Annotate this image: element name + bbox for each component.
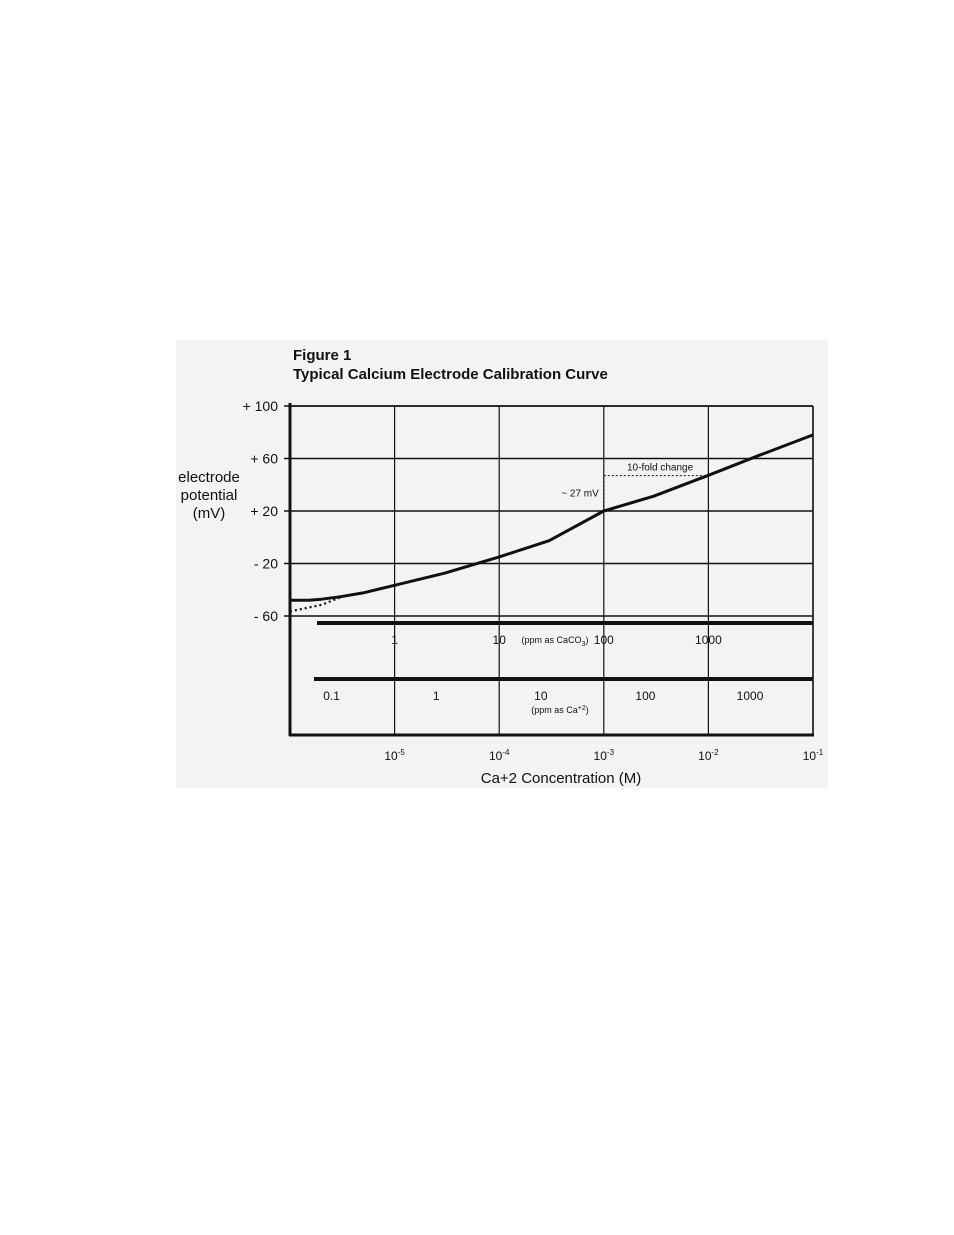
chart-title: Typical Calcium Electrode Calibration Cu… [293, 366, 608, 383]
ppm-tick-label: 1 [433, 689, 440, 703]
y-tick-label: - 20 [254, 556, 278, 572]
y-tick-label: + 60 [250, 451, 278, 467]
ppm-tick-label: 0.1 [323, 689, 340, 703]
ppm-tick-label: 10 [534, 689, 548, 703]
ppm-tick-label: 1000 [737, 689, 764, 703]
x-tick-label: 10-2 [698, 748, 719, 763]
axes [288, 403, 814, 737]
figure-label: Figure 1 [293, 347, 351, 364]
y-tick-label: + 20 [250, 503, 278, 519]
ppm-tick-label: 1 [391, 633, 398, 647]
x-axis-label: Ca+2 Concentration (M) [481, 770, 642, 787]
ppm-caption: (ppm as Ca+2) [531, 705, 589, 715]
ppm-tick-label: 1000 [695, 633, 722, 647]
y-tick-label: - 60 [254, 608, 278, 624]
ppm-scales: 1 10 100 1000 (ppm as CaCO3) 0.1 1 10 100 1000 (pp… [314, 621, 813, 715]
y-axis-label: electrode [178, 469, 240, 486]
slope-label: ~ 27 mV [561, 488, 599, 499]
extrapolated-series-line [289, 596, 341, 613]
annotations: ~ 27 mV 10-fold change [561, 463, 709, 511]
series [289, 433, 814, 613]
ppm-tick-label: 10 [493, 633, 507, 647]
y-axis-label: (mV) [193, 505, 226, 522]
ppm-caption: (ppm as CaCO3) [522, 635, 589, 648]
grid [284, 405, 814, 735]
x-tick-label: 10-5 [384, 748, 405, 763]
y-tick-label: + 100 [243, 398, 279, 414]
x-tick-label: 10-3 [594, 748, 615, 763]
y-axis-label: potential [181, 487, 238, 504]
ppm-tick-label: 100 [635, 689, 655, 703]
x-tick-label: 10-4 [489, 748, 510, 763]
ppm-tick-label: 100 [594, 633, 614, 647]
x-tick-label: 10-1 [803, 748, 824, 763]
tick-labels: + 100 + 60 + 20 - 20 - 60 10-5 10-4 10-3 10-2 10-… [178, 398, 824, 787]
change-label: 10-fold change [627, 463, 694, 474]
calibration-series-line [290, 433, 814, 602]
